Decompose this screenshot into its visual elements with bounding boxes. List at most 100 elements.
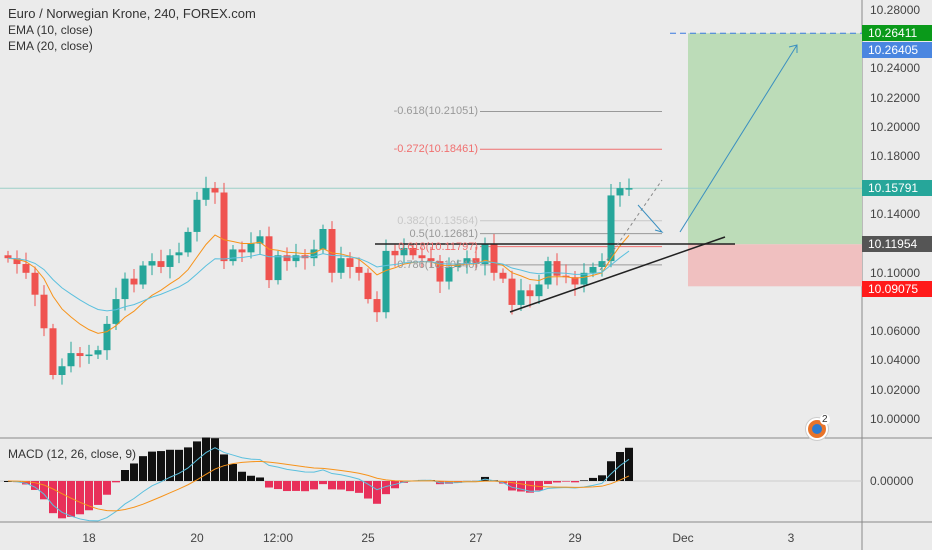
macd-histogram-bar [22,481,30,485]
candle-body [400,247,408,256]
price-label: 10.26411 [862,25,932,42]
notification-badge: 2 [820,414,830,425]
take-profit-zone [688,33,862,245]
candle-body [13,258,21,265]
macd-histogram-bar [139,456,147,481]
macd-histogram-bar [238,471,246,481]
macd-histogram-bar [535,481,543,491]
macd-histogram-bar [346,481,354,492]
candle-body [598,261,606,267]
macd-histogram-bar [571,481,579,483]
macd-histogram-bar [175,449,183,481]
macd-histogram-bar [553,481,561,483]
macd-histogram-bar [112,481,120,483]
macd-histogram-bar [76,481,84,515]
price-label: 10.15791 [862,180,932,197]
macd-histogram-bar [292,481,300,491]
candle-body [112,299,120,324]
candle-body [571,277,579,285]
price-axis-tick: 10.20000 [870,119,921,134]
macd-histogram-bar [184,447,192,481]
candle-body [256,236,264,244]
candle-body [472,258,480,265]
candle-body [319,229,327,250]
candle-body [481,243,489,265]
candle-body [526,290,534,297]
candle-body [31,272,39,295]
candle-body [553,261,561,276]
candle-body [499,272,507,279]
ascending-trendline [509,236,726,313]
candle-body [292,255,300,262]
stop-loss-zone [688,244,862,287]
candle-body [58,366,66,375]
ema10-legend: EMA (10, close) [8,23,93,37]
macd-histogram-bar [328,481,336,490]
time-axis-tick: 20 [190,531,204,545]
macd-histogram-bar [301,481,309,492]
macd-histogram-bar [256,477,264,481]
candle-body [580,272,588,285]
signal-line [7,460,630,512]
ema20-legend: EMA (20, close) [8,39,93,53]
candle-body [211,188,219,193]
price-axis-tick: 10.06000 [870,324,921,339]
time-axis-tick: 3 [787,531,795,545]
candle-body [391,250,399,256]
candle-body [490,243,498,273]
macd-histogram-bar [616,452,624,481]
macd-histogram-bar [625,447,633,481]
candle-body [283,255,291,262]
candle-body [139,265,147,285]
price-axis-tick: 10.00000 [870,411,921,426]
macd-histogram-bar [544,481,552,484]
logo-icon[interactable]: 2 [806,414,830,440]
candle-body [418,255,426,259]
macd-histogram-bar [265,481,273,488]
macd-histogram-bar [598,475,606,481]
pullback-arrow [637,204,664,233]
macd-histogram-bar [364,481,372,499]
macd-histogram-bar [58,481,66,519]
price-label: 10.11954 [862,236,932,253]
candle-body [103,323,111,351]
candle-body [346,258,354,267]
candle-body [166,255,174,267]
price-axis-tick: 10.02000 [870,382,921,397]
time-axis-tick: 12:00 [262,531,294,545]
macd-histogram-bar [247,475,255,481]
time-axis-tick: 29 [568,531,582,545]
macd-histogram-bar [229,463,237,481]
time-axis-tick: Dec [672,531,694,545]
fib-level-label: -0.272(10.18461) [393,143,478,156]
ema10-line [7,234,630,334]
candle-body [130,278,138,285]
price-axis-tick: 10.14000 [870,207,921,222]
price-axis-tick: 10.18000 [870,149,921,163]
macd-histogram-bar [607,461,615,481]
macd-histogram-bar [67,481,75,517]
candle-body [409,247,417,256]
macd-histogram-bar [157,451,165,481]
candle-body [4,255,12,259]
candle-body [229,249,237,262]
candle-body [436,261,444,282]
macd-histogram-bar [40,481,48,500]
fib-level-label: 0.786(10.10540) [397,258,478,271]
candle-body [148,261,156,266]
price-axis-tick: 10.22000 [870,90,921,105]
candle-body [589,266,597,273]
candle-body [22,264,30,273]
macd-histogram-bar [319,481,327,485]
candle-body [337,258,345,273]
macd-histogram-bar [589,477,597,481]
candle-body [247,243,255,253]
price-label: 10.09075 [862,280,932,297]
candle-body [121,278,129,300]
time-axis-tick: 18 [82,531,96,545]
macd-histogram-bar [49,481,57,514]
macd-histogram-bar [220,454,228,481]
macd-histogram-bar [31,481,39,490]
